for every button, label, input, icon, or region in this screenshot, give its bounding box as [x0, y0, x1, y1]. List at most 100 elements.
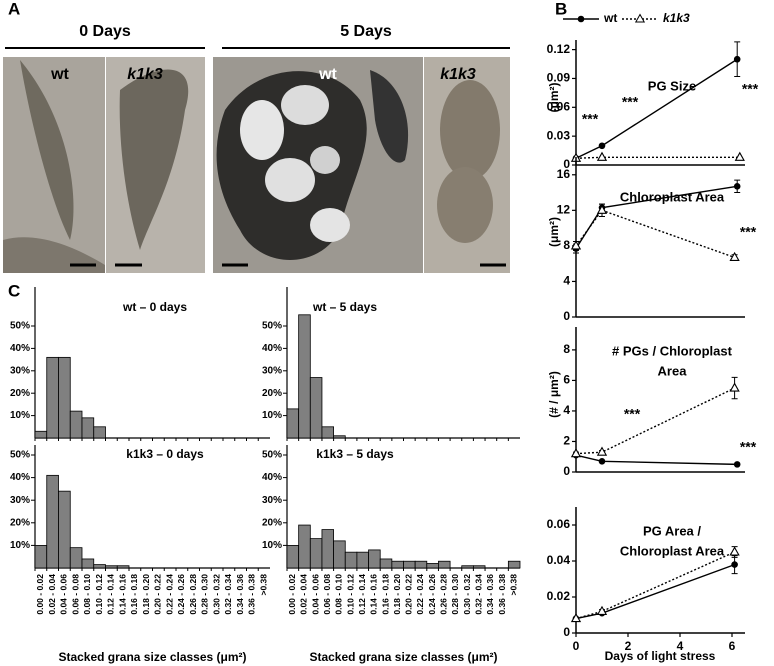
y-tick-label: 30%: [10, 495, 30, 506]
y-tick-label: 10%: [10, 540, 30, 551]
x-tick-label: 0.02 - 0.04: [299, 574, 309, 615]
bar: [298, 314, 311, 439]
x-tick-label: 0.30 - 0.32: [462, 574, 472, 615]
y-tick-label: 50%: [262, 450, 282, 461]
y-tick-label: 2: [563, 434, 570, 448]
y-tick-label: 0.06: [547, 517, 571, 531]
bar: [93, 564, 106, 569]
x-axis-label: Days of light stress: [605, 649, 716, 663]
marker: [734, 151, 745, 161]
bar: [286, 545, 300, 569]
marker: [729, 546, 740, 556]
marker: [598, 142, 606, 150]
bar: [426, 563, 439, 569]
y-tick-label: 0: [563, 309, 570, 323]
chart-title: PG Area /: [643, 523, 701, 538]
x-tick-label: 0.14 - 0.16: [369, 574, 379, 615]
y-tick-label: 4: [563, 403, 570, 417]
panel-label: A: [8, 0, 20, 18]
x-axis-label: Stacked grana size classes (μm²): [309, 650, 497, 664]
bar: [391, 560, 404, 569]
bar: [116, 565, 130, 569]
marker: [570, 448, 582, 458]
micrograph: [213, 57, 423, 273]
x-tick-label: 6: [729, 639, 736, 653]
legend-marker: [577, 15, 585, 23]
marker: [733, 461, 741, 468]
annotation: ***: [740, 224, 757, 240]
bar: [286, 408, 300, 439]
y-axis-label: (μm²): [547, 82, 561, 112]
y-tick-label: 8: [563, 238, 570, 252]
micrograph: [424, 57, 510, 273]
y-tick-label: 10%: [262, 540, 282, 551]
x-tick-label: 0.28 - 0.30: [450, 574, 460, 615]
marker: [729, 382, 740, 392]
x-tick-label: 2: [625, 639, 632, 653]
bar: [321, 426, 335, 439]
y-tick-label: 40%: [262, 472, 282, 483]
bar: [81, 558, 95, 569]
bar: [81, 417, 95, 439]
y-tick-label: 0.03: [547, 128, 571, 142]
image-label: k1k3: [127, 66, 163, 83]
marker: [596, 204, 608, 214]
y-tick-label: 0: [563, 157, 570, 171]
y-tick-label: 0.04: [547, 553, 571, 567]
y-tick-label: 12: [557, 203, 571, 217]
x-tick-label: 0.36 - 0.38: [247, 574, 257, 615]
marker: [596, 605, 608, 615]
bar: [414, 560, 428, 569]
y-tick-label: 0.09: [547, 71, 571, 85]
micrograph: [106, 57, 205, 273]
y-tick-label: 30%: [10, 365, 30, 376]
x-tick-label: 0.16 - 0.18: [129, 574, 139, 615]
bar: [298, 524, 311, 569]
x-tick-label: 0.22 - 0.24: [164, 574, 174, 615]
chart-title: wt – 0 days: [122, 300, 187, 314]
bar: [93, 426, 106, 439]
x-tick-label: 4: [677, 639, 684, 653]
bar: [344, 551, 358, 569]
bar: [356, 551, 369, 569]
y-tick-label: 0.02: [547, 589, 571, 603]
x-axis-label: Stacked grana size classes (μm²): [58, 650, 246, 664]
bar: [309, 377, 323, 439]
image-label: wt: [318, 66, 337, 83]
annotation: ***: [740, 439, 757, 455]
x-tick-label: 0.14 - 0.16: [117, 574, 127, 615]
bar: [69, 547, 83, 569]
bar: [333, 435, 346, 439]
group-label: 5 Days: [340, 23, 392, 40]
bar: [46, 356, 59, 439]
image-label: wt: [50, 66, 69, 83]
chart-title: PG Size: [648, 78, 696, 93]
y-tick-label: 50%: [262, 321, 282, 332]
x-tick-label: 0.28 - 0.30: [200, 574, 210, 615]
legend-marker: [634, 13, 646, 23]
marker: [733, 183, 741, 190]
x-tick-label: 0.22 - 0.24: [415, 574, 425, 615]
x-tick-label: 0.24 - 0.26: [176, 574, 186, 615]
y-tick-label: 6: [563, 373, 570, 387]
marker: [570, 240, 582, 250]
bar: [46, 474, 59, 569]
y-tick-label: 20%: [262, 517, 282, 528]
marker: [729, 251, 740, 261]
x-tick-label: 0.08 - 0.10: [334, 574, 344, 615]
x-tick-label: 0.06 - 0.08: [70, 574, 80, 615]
marker: [596, 446, 608, 456]
series-line: [575, 551, 735, 620]
x-tick-label: >0.38: [258, 574, 268, 596]
y-tick-label: 50%: [10, 450, 30, 461]
x-tick-label: 0.24 - 0.26: [427, 574, 437, 615]
y-tick-label: 50%: [10, 321, 30, 332]
x-tick-label: 0.08 - 0.10: [82, 574, 92, 615]
chart-title: k1k3 – 5 days: [316, 447, 394, 461]
y-tick-label: 40%: [262, 343, 282, 354]
legend-label: wt: [603, 11, 617, 25]
y-tick-label: 40%: [10, 472, 30, 483]
y-tick-label: 10%: [262, 410, 282, 421]
x-tick-label: 0.00 - 0.02: [287, 574, 297, 615]
bar: [58, 356, 71, 439]
